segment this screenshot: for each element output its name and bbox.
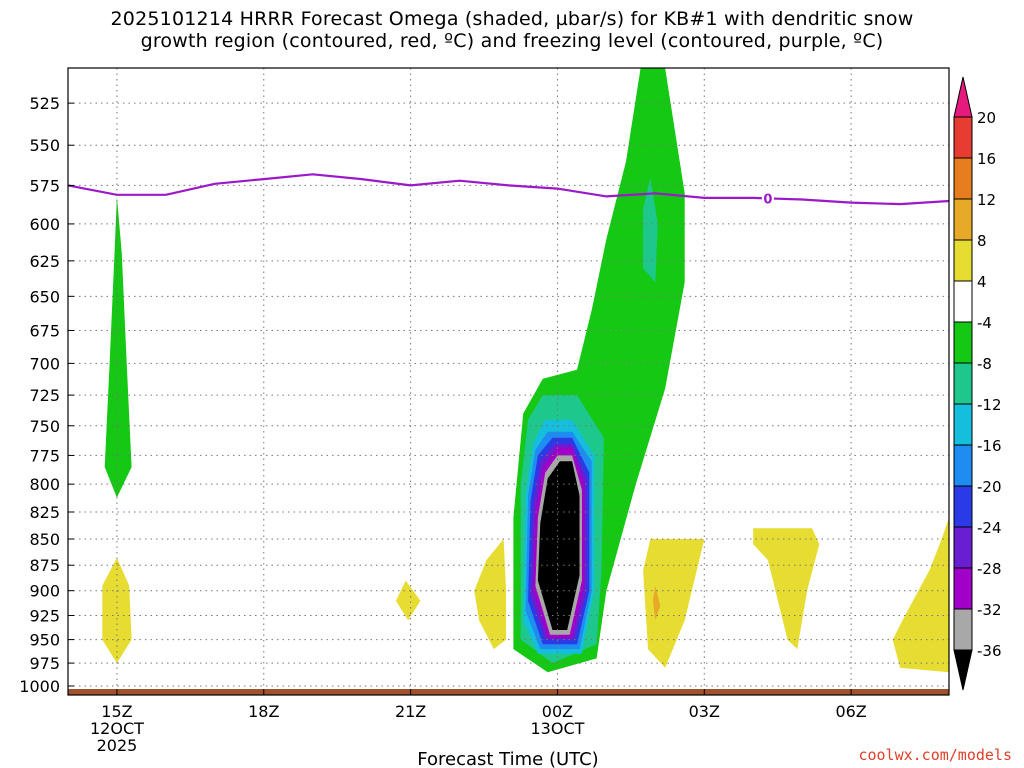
y-tick-label: 875 bbox=[29, 556, 60, 575]
freezing-level-contour bbox=[68, 173, 949, 206]
y-tick-label: 650 bbox=[29, 287, 60, 306]
colorbar-label: -28 bbox=[977, 560, 1002, 578]
omega-region-14 bbox=[643, 539, 705, 668]
omega-shading bbox=[102, 68, 949, 673]
grid-lines bbox=[68, 68, 949, 695]
colorbar-segment bbox=[953, 198, 973, 241]
colorbar-segment bbox=[953, 321, 973, 364]
y-tick-label: 675 bbox=[29, 321, 60, 340]
omega-region-17 bbox=[892, 517, 949, 673]
omega-region-10 bbox=[537, 461, 580, 630]
y-tick-label: 625 bbox=[29, 252, 60, 271]
y-tick-label: 775 bbox=[29, 446, 60, 465]
chart-title-line2: growth region (contoured, red, ºC) and f… bbox=[140, 30, 884, 52]
x-axis-label: Forecast Time (UTC) bbox=[417, 749, 598, 768]
colorbar: -36 -32 -28 -24 -20 -16 -12 -8 -4 4 8 12 16 20 bbox=[953, 76, 1002, 691]
y-tick-label: 575 bbox=[29, 176, 60, 195]
colorbar-label: -12 bbox=[977, 396, 1002, 414]
colorbar-segment bbox=[953, 116, 973, 159]
colorbar-label: -24 bbox=[977, 519, 1002, 537]
omega-region-2 bbox=[643, 177, 658, 283]
colorbar-label: 8 bbox=[977, 232, 987, 250]
omega-region-12 bbox=[395, 580, 421, 621]
y-tick-label: 900 bbox=[29, 582, 60, 601]
x-tick-label: 18Z bbox=[248, 702, 279, 721]
colorbar-label: 20 bbox=[977, 109, 996, 127]
x-tick-label: 21Z bbox=[395, 702, 426, 721]
x-tick-label: 03Z bbox=[689, 702, 720, 721]
colorbar-segment bbox=[953, 444, 973, 487]
colorbar-extend-high bbox=[953, 76, 973, 118]
y-tick-label: 825 bbox=[29, 503, 60, 522]
colorbar-label: 16 bbox=[977, 150, 996, 168]
freezing-level-label: 0 bbox=[763, 192, 772, 207]
colorbar-segment bbox=[953, 280, 973, 323]
y-tick-label: 600 bbox=[29, 215, 60, 234]
x-tick-label: 00Z bbox=[542, 702, 573, 721]
colorbar-label: -20 bbox=[977, 478, 1002, 496]
omega-region-15 bbox=[652, 585, 661, 621]
colorbar-label: -36 bbox=[977, 642, 1002, 660]
colorbar-segment bbox=[953, 608, 973, 651]
y-tick-label: 800 bbox=[29, 475, 60, 494]
y-tick-label: 750 bbox=[29, 417, 60, 436]
colorbar-segment bbox=[953, 362, 973, 405]
colorbar-label: -16 bbox=[977, 437, 1002, 455]
y-tick-label: 725 bbox=[29, 386, 60, 405]
colorbar-segment bbox=[953, 485, 973, 528]
colorbar-label: 4 bbox=[977, 273, 987, 291]
y-tick-label: 975 bbox=[29, 654, 60, 673]
colorbar-label: -4 bbox=[977, 314, 992, 332]
omega-region-16 bbox=[753, 528, 820, 650]
colorbar-label: -32 bbox=[977, 601, 1002, 619]
colorbar-extend-low bbox=[953, 649, 973, 691]
colorbar-label: 12 bbox=[977, 191, 996, 209]
x-tick-label: 15Z bbox=[101, 702, 132, 721]
chart-title: 2025101214 HRRR Forecast Omega (shaded, … bbox=[0, 8, 1024, 52]
x-tick-label: 2025 bbox=[97, 736, 138, 755]
omega-region-11 bbox=[102, 557, 132, 664]
x-tick-label: 13OCT bbox=[530, 719, 584, 738]
y-tick-label: 525 bbox=[29, 94, 60, 113]
freezing-label-bg bbox=[761, 190, 774, 206]
colorbar-label: -8 bbox=[977, 355, 992, 373]
y-tick-label: 1000 bbox=[19, 677, 60, 696]
y-tick-label: 700 bbox=[29, 354, 60, 373]
surface-terrain bbox=[68, 689, 949, 695]
plot-frame bbox=[67, 67, 950, 696]
colorbar-segment bbox=[953, 403, 973, 446]
y-axis: 525 550 575 600 625 650 675 700 725 750 775 800 825 8… bbox=[19, 94, 74, 696]
omega-region-13 bbox=[474, 539, 507, 650]
x-tick-label: 06Z bbox=[835, 702, 866, 721]
y-tick-label: 925 bbox=[29, 606, 60, 625]
chart-title-line1: 2025101214 HRRR Forecast Omega (shaded, … bbox=[110, 8, 914, 30]
x-tick-label: 12OCT bbox=[90, 719, 144, 738]
colorbar-segment bbox=[953, 567, 973, 610]
y-tick-label: 950 bbox=[29, 631, 60, 650]
colorbar-segment bbox=[953, 526, 973, 569]
y-tick-label: 550 bbox=[29, 136, 60, 155]
y-tick-label: 850 bbox=[29, 530, 60, 549]
watermark: coolwx.com/models bbox=[858, 746, 1012, 764]
contour-overlays: 0 bbox=[68, 173, 949, 695]
colorbar-segment bbox=[953, 239, 973, 282]
colorbar-segment bbox=[953, 157, 973, 200]
omega-region-0 bbox=[104, 196, 132, 498]
